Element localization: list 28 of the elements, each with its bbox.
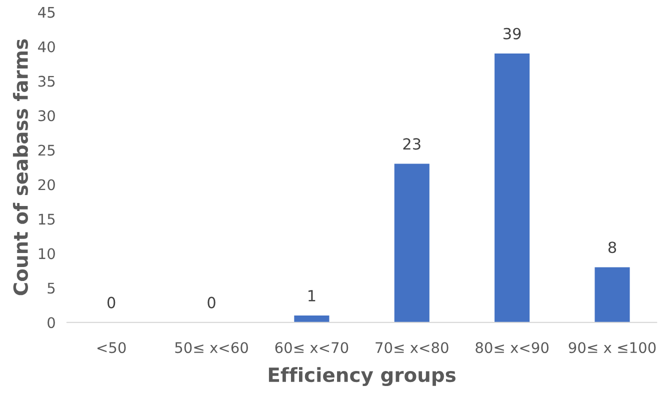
y-tick-label: 35 bbox=[38, 76, 55, 87]
data-label: 0 bbox=[208, 296, 216, 308]
y-tick-label: 5 bbox=[48, 282, 55, 294]
bar bbox=[394, 164, 430, 322]
y-tick-label: 10 bbox=[38, 248, 55, 260]
y-tick-label: 25 bbox=[38, 144, 55, 156]
data-label: 23 bbox=[403, 138, 420, 150]
y-axis-title: Count of seabass farms bbox=[12, 39, 28, 296]
y-tick-label: 15 bbox=[38, 214, 55, 225]
bar bbox=[494, 53, 530, 322]
y-tick-label: 30 bbox=[38, 110, 55, 122]
x-tick-label: 90≤ x ≤100 bbox=[568, 342, 656, 354]
x-tick-label: <50 bbox=[97, 342, 126, 354]
x-tick-label: 80≤ x<90 bbox=[476, 342, 549, 354]
y-tick-label: 40 bbox=[38, 41, 55, 52]
data-label: 8 bbox=[608, 242, 616, 254]
data-label: 39 bbox=[504, 28, 521, 40]
data-label: 0 bbox=[107, 296, 116, 308]
x-tick-label: 50≤ x<60 bbox=[175, 342, 248, 354]
bar bbox=[594, 267, 630, 322]
x-tick-label: 70≤ x<80 bbox=[376, 342, 448, 354]
x-tick-label: 60≤ x<70 bbox=[275, 342, 348, 354]
y-tick-label: 20 bbox=[38, 179, 55, 190]
data-label: 1 bbox=[308, 290, 316, 302]
y-tick-label: 0 bbox=[48, 317, 55, 328]
x-axis-title: Efficiency groups bbox=[268, 367, 456, 386]
bar bbox=[294, 316, 330, 322]
y-tick-label: 45 bbox=[38, 7, 55, 18]
